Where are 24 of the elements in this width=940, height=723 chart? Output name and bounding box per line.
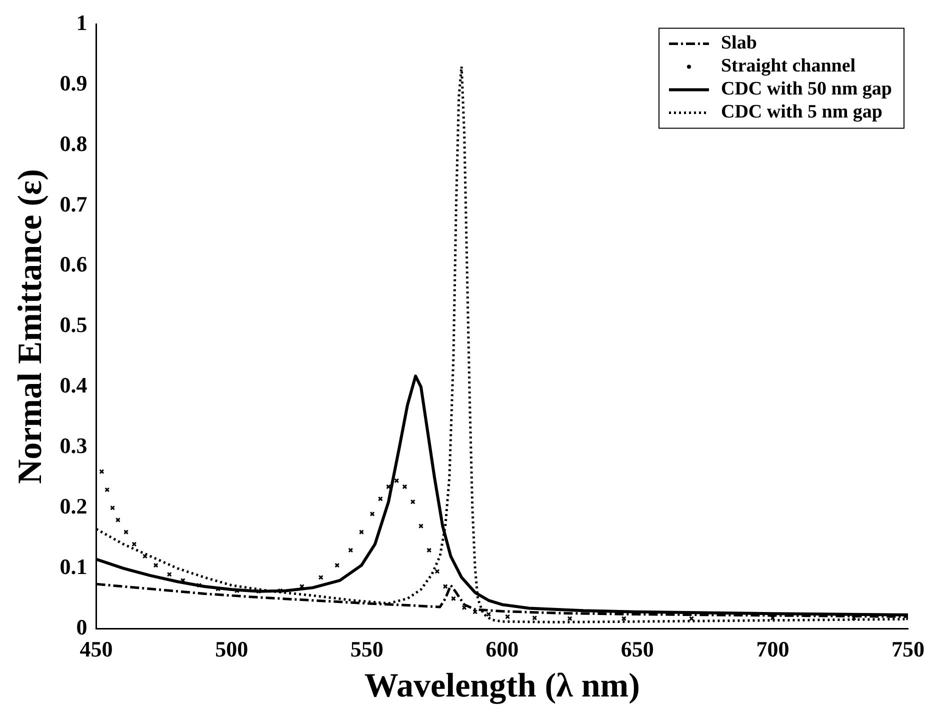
y-tick-label: 0.1 [60, 554, 88, 580]
x-tick-label: 500 [215, 636, 248, 662]
y-tick-label: 0.2 [60, 494, 88, 519]
x-tick-label: 650 [620, 636, 654, 662]
y-tick-label: 0.4 [60, 372, 88, 398]
y-tick-label: 0.8 [60, 130, 88, 156]
y-tick-label: 1 [76, 10, 88, 35]
legend-label: CDC with 5 nm gap [720, 102, 883, 123]
legend-label: Straight channel [720, 56, 856, 77]
legend-label: CDC with 50 nm gap [720, 78, 892, 100]
x-tick-label: 600 [486, 636, 519, 662]
x-tick-label: 550 [350, 636, 384, 662]
legend-label: Slab [720, 32, 757, 54]
y-tick-label: 0.6 [60, 252, 88, 277]
x-tick-label: 750 [892, 636, 924, 662]
x-tick-label: 700 [756, 636, 790, 662]
y-tick-label: 0.3 [60, 433, 88, 458]
y-axis-title: Normal Emittance (ε) [12, 169, 50, 484]
y-tick-label: 0.7 [60, 191, 88, 216]
x-axis-title: Wavelength (λ nm) [364, 667, 640, 704]
y-tick-label: 0.5 [60, 312, 88, 338]
x-tick-label: 450 [80, 636, 113, 662]
y-tick-label: 0 [76, 614, 88, 640]
y-tick-label: 0.9 [60, 70, 88, 96]
